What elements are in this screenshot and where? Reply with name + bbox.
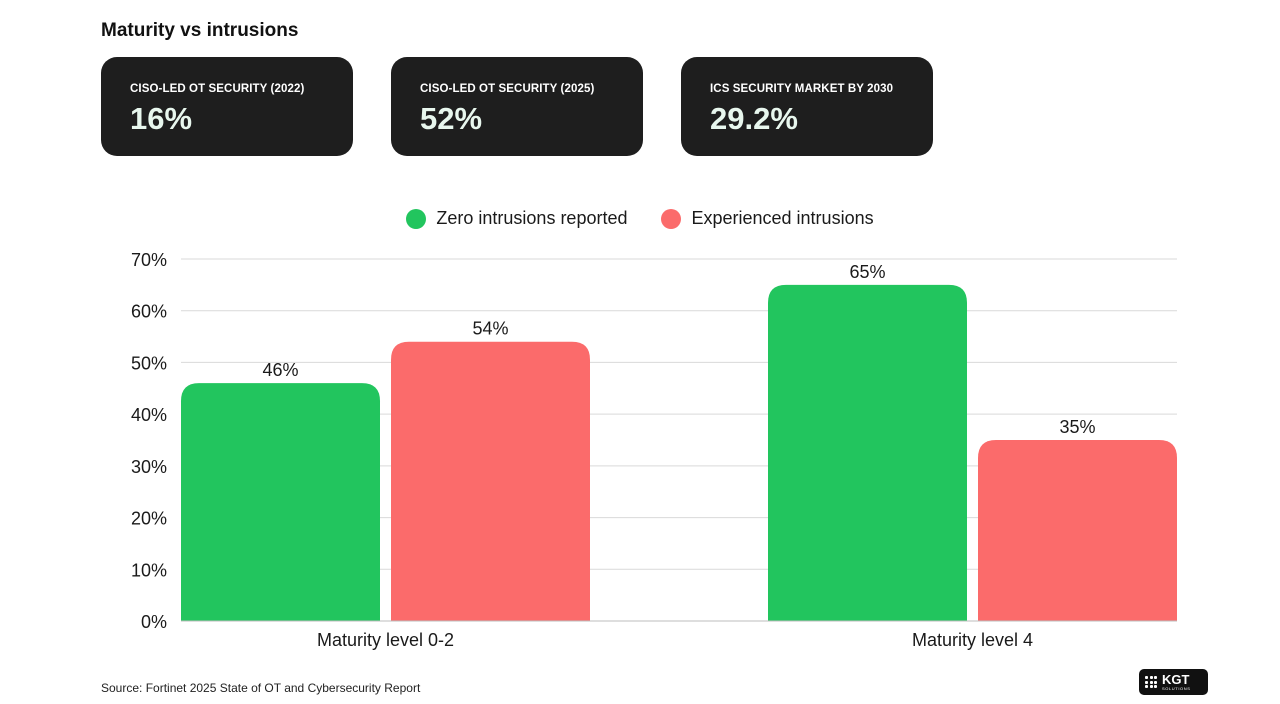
x-tick-label: Maturity level 4 bbox=[912, 630, 1033, 650]
source-note: Source: Fortinet 2025 State of OT and Cy… bbox=[101, 681, 421, 695]
legend-swatch-green bbox=[406, 208, 427, 229]
kgt-logo: KGT SOLUTIONS bbox=[1139, 669, 1208, 695]
legend-label: Zero intrusions reported bbox=[436, 208, 628, 228]
logo-text: KGT bbox=[1162, 672, 1190, 687]
stat-value: 16% bbox=[130, 101, 193, 136]
legend-label: Experienced intrusions bbox=[691, 208, 874, 228]
y-tick-label: 10% bbox=[131, 560, 167, 580]
stat-card-ciso-2025: CISO-LED OT SECURITY (2025) 52% bbox=[391, 57, 643, 156]
bar bbox=[391, 341, 590, 621]
data-label: 65% bbox=[849, 262, 885, 282]
stat-label: CISO-LED OT SECURITY (2025) bbox=[420, 83, 595, 95]
stat-value: 52% bbox=[420, 101, 483, 136]
legend-item-experienced-intrusions[interactable]: Experienced intrusions bbox=[661, 208, 874, 229]
page-title: Maturity vs intrusions bbox=[101, 20, 299, 41]
legend-item-zero-intrusions[interactable]: Zero intrusions reported bbox=[406, 208, 627, 229]
x-tick-label: Maturity level 0-2 bbox=[317, 630, 454, 650]
stat-label: CISO-LED OT SECURITY (2022) bbox=[130, 83, 305, 95]
y-tick-label: 70% bbox=[131, 250, 167, 270]
legend-swatch-red bbox=[661, 208, 682, 229]
data-label: 54% bbox=[472, 319, 508, 339]
y-tick-label: 20% bbox=[131, 509, 167, 529]
stat-value: 29.2% bbox=[710, 101, 798, 136]
stat-card-ciso-2022: CISO-LED OT SECURITY (2022) 16% bbox=[101, 57, 353, 156]
y-tick-label: 30% bbox=[131, 457, 167, 477]
logo-subtext: SOLUTIONS bbox=[1162, 686, 1191, 691]
chart-legend: Zero intrusions reported Experienced int… bbox=[0, 208, 1280, 229]
data-label: 35% bbox=[1059, 417, 1095, 437]
y-tick-label: 60% bbox=[131, 302, 167, 322]
bar bbox=[768, 284, 967, 621]
stat-label: ICS SECURITY MARKET BY 2030 bbox=[710, 83, 894, 95]
stat-card-ics-market: ICS SECURITY MARKET BY 2030 29.2% bbox=[681, 57, 933, 156]
y-tick-label: 40% bbox=[131, 405, 167, 425]
data-label: 46% bbox=[262, 360, 298, 380]
bar bbox=[181, 383, 380, 621]
bar bbox=[978, 440, 1177, 621]
y-tick-label: 0% bbox=[141, 612, 167, 632]
logo-dots-icon bbox=[1145, 676, 1157, 688]
y-tick-label: 50% bbox=[131, 353, 167, 373]
